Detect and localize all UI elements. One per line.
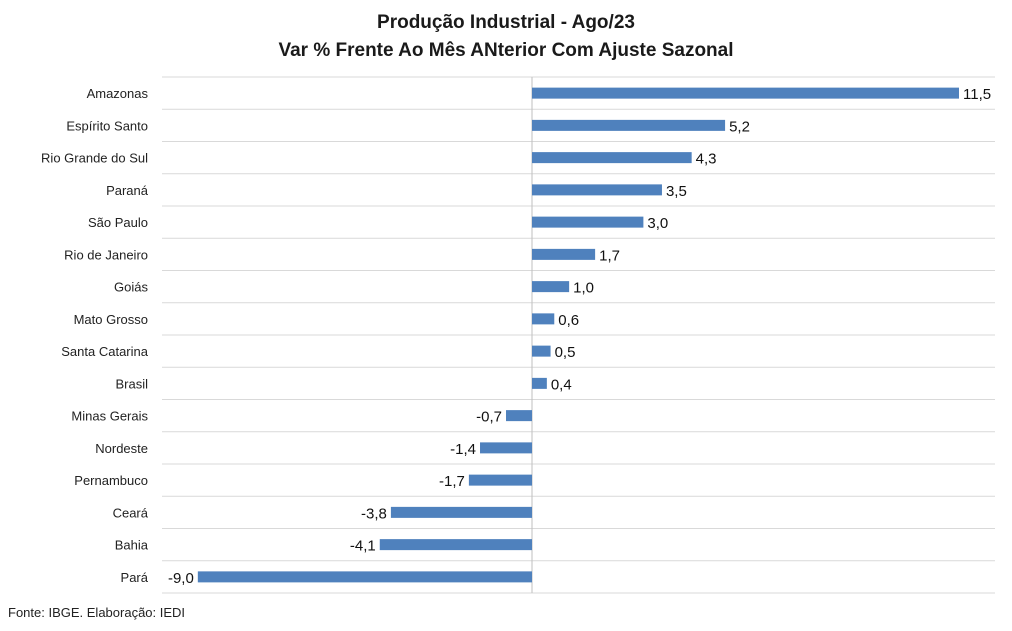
data-label: 0,6	[558, 312, 579, 329]
data-label: 0,4	[551, 376, 572, 393]
bar	[532, 377, 547, 389]
bar	[532, 313, 555, 325]
bar	[468, 474, 532, 486]
category-label: Paraná	[106, 183, 149, 198]
bar	[532, 216, 644, 228]
bar	[532, 248, 596, 260]
source-note: Fonte: IBGE. Elaboração: IEDI	[8, 605, 186, 620]
category-label: Santa Catarina	[61, 344, 148, 359]
bar	[390, 506, 532, 518]
category-label: São Paulo	[88, 215, 148, 230]
data-label: -0,7	[476, 409, 502, 426]
category-label: Pará	[121, 570, 149, 585]
data-label: -1,7	[439, 473, 465, 490]
chart-title: Produção Industrial - Ago/23	[377, 12, 635, 33]
data-label: 1,7	[599, 247, 620, 264]
category-label: Espírito Santo	[66, 118, 148, 133]
category-label: Goiás	[114, 280, 148, 295]
data-label: -9,0	[168, 570, 194, 587]
data-label: -4,1	[350, 538, 376, 555]
category-label: Bahia	[115, 538, 149, 553]
data-label: 1,0	[573, 280, 594, 297]
data-label: -3,8	[361, 505, 387, 522]
category-label: Rio de Janeiro	[64, 247, 148, 262]
bar	[532, 87, 959, 99]
data-label: 3,5	[666, 183, 687, 200]
chart-subtitle: Var % Frente Ao Mês ANterior Com Ajuste …	[278, 40, 734, 61]
bar	[532, 119, 726, 131]
category-label: Nordeste	[95, 441, 148, 456]
data-label: 5,2	[729, 118, 750, 135]
data-label: 11,5	[963, 86, 991, 103]
category-label: Rio Grande do Sul	[41, 151, 148, 166]
bar	[532, 345, 551, 357]
data-label: 4,3	[696, 151, 717, 168]
bar	[480, 442, 532, 454]
data-label: 3,0	[647, 215, 668, 232]
bar	[532, 281, 570, 293]
category-label: Amazonas	[87, 86, 149, 101]
bar	[506, 410, 532, 422]
category-label: Minas Gerais	[71, 409, 148, 424]
bar	[532, 152, 692, 164]
bar	[379, 539, 532, 551]
category-label: Brasil	[115, 376, 148, 391]
category-label: Ceará	[113, 505, 149, 520]
data-label: -1,4	[450, 441, 476, 458]
data-label: 0,5	[555, 344, 576, 361]
category-label: Mato Grosso	[74, 312, 148, 327]
bar	[197, 571, 532, 583]
category-label: Pernambuco	[74, 473, 148, 488]
bar	[532, 184, 662, 196]
